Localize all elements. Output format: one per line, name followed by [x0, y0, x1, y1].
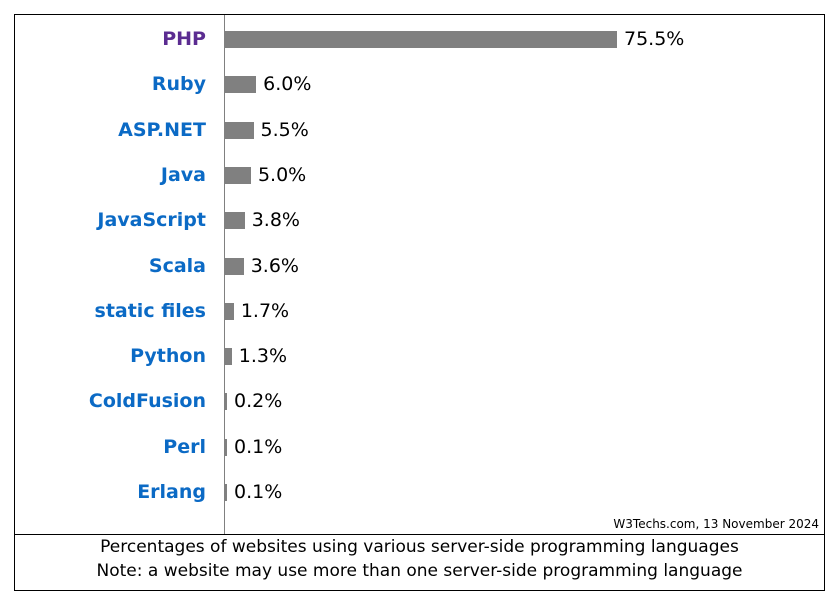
category-label[interactable]: ColdFusion [88, 390, 206, 413]
plot-area: W3Techs.com, 13 November 2024 PHP 75.5% Ru… [15, 15, 824, 535]
caption-line-1: Percentages of websites using various se… [100, 537, 739, 557]
category-label[interactable]: Scala [148, 254, 206, 277]
bar [225, 302, 234, 320]
bar [225, 212, 245, 230]
value-label: 75.5% [624, 28, 685, 50]
chart-frame: W3Techs.com, 13 November 2024 PHP 75.5% Ru… [14, 14, 825, 591]
bar [225, 76, 257, 94]
value-label: 6.0% [263, 73, 312, 96]
category-label[interactable]: Perl [163, 435, 206, 458]
value-label: 5.0% [257, 163, 307, 186]
category-label[interactable]: Erlang [137, 481, 206, 503]
bar [225, 484, 227, 501]
value-label: 3.6% [250, 254, 299, 277]
category-label[interactable]: JavaScript [97, 209, 206, 232]
bar [225, 438, 227, 456]
caption: Percentages of websites using various se… [15, 535, 824, 583]
category-label[interactable]: Java [160, 163, 206, 186]
credit-text: W3Techs.com, 13 November 2024 [613, 517, 819, 531]
value-label: 1.3% [238, 345, 288, 368]
value-label: 0.1% [234, 481, 283, 503]
category-label[interactable]: Ruby [151, 73, 206, 96]
value-label: 0.2% [234, 390, 283, 413]
category-label[interactable]: ASP.NET [118, 118, 206, 141]
bar [225, 257, 244, 275]
value-label: 3.8% [251, 209, 300, 232]
category-label[interactable]: PHP [162, 28, 206, 50]
bar [225, 166, 251, 184]
bar [225, 31, 617, 48]
category-label[interactable]: Python [130, 345, 206, 368]
category-label[interactable]: static files [94, 299, 206, 322]
value-label: 0.1% [234, 435, 283, 458]
bar [225, 121, 254, 139]
bar [225, 348, 232, 366]
value-label: 1.7% [240, 299, 290, 322]
y-axis-line [224, 15, 225, 534]
bar [225, 393, 227, 411]
caption-line-2: Note: a website may use more than one se… [96, 561, 743, 581]
value-label: 5.5% [260, 118, 309, 141]
